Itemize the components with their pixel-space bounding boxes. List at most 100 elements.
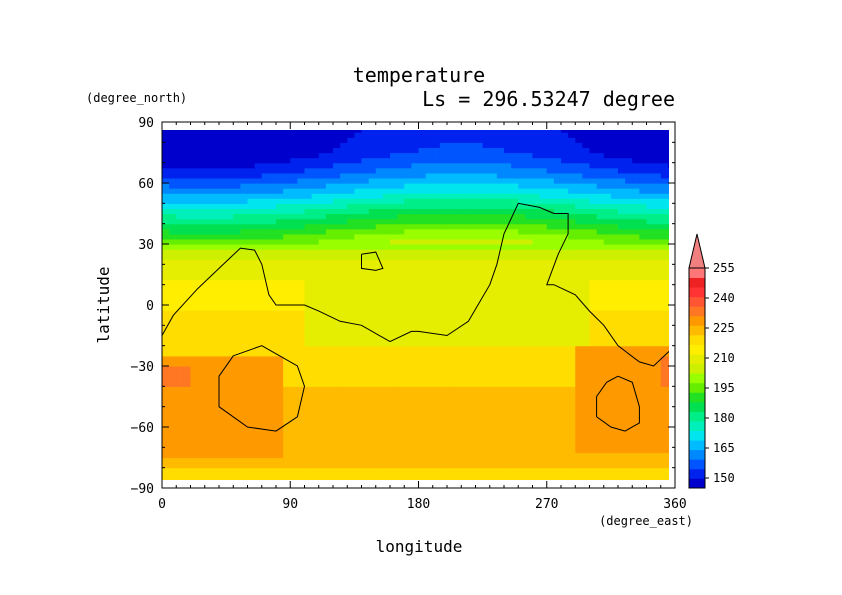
field-cell [618,279,626,286]
field-cell [468,305,477,311]
field-cell [589,274,598,281]
field-cell [276,330,284,337]
field-cell [532,218,541,225]
field-cell [504,452,512,459]
field-cell [525,462,534,469]
field-cell [382,391,391,398]
field-cell [311,340,320,347]
field-cell [568,244,576,250]
field-cell [418,305,427,311]
field-cell [304,152,313,159]
field-cell [518,198,526,204]
field-cell [261,315,270,321]
field-cell [568,345,576,352]
field-cell [311,130,320,133]
field-cell [240,279,249,286]
field-cell [418,401,427,408]
field-cell [532,203,541,210]
field-cell [603,340,612,347]
field-cell [183,376,192,382]
field-cell [404,315,412,321]
field-cell [589,183,598,189]
field-cell [568,198,576,204]
field-cell [525,406,534,413]
field-cell [482,391,491,398]
field-cell [532,177,541,184]
field-cell [532,335,541,342]
field-cell [447,386,455,393]
field-cell [596,228,605,235]
field-cell [518,416,526,423]
field-cell [561,427,569,433]
field-cell [454,223,462,230]
field-cell [211,340,220,347]
field-cell [454,177,462,184]
field-cell [304,330,313,337]
field-cell [603,137,612,143]
field-cell [368,350,377,357]
field-cell [240,386,249,393]
field-cell [646,386,655,393]
field-cell [233,381,241,387]
field-cell [204,381,213,387]
field-cell [254,411,263,418]
field-cell [283,340,291,347]
field-cell [568,142,576,149]
field-cell [325,305,334,311]
field-cell [660,320,669,326]
field-cell [639,467,648,474]
field-cell [653,188,662,194]
field-cell [204,183,213,189]
field-cell [561,406,569,413]
field-cell [169,310,177,316]
field-cell [375,249,384,255]
field-cell [254,223,263,230]
field-cell [447,284,455,291]
field-cell [276,218,284,225]
field-cell [411,472,420,479]
field-cell [354,284,363,291]
field-cell [290,147,298,154]
field-cell [333,137,341,143]
field-cell [582,198,591,204]
field-cell [454,137,462,143]
field-cell [226,264,234,271]
field-cell [610,432,619,438]
field-cell [432,218,441,225]
field-cell [568,132,576,138]
field-cell [454,213,462,220]
field-cell [390,218,398,225]
field-cell [511,411,519,418]
field-cell [639,254,648,260]
field-cell [511,467,519,474]
field-cell [561,142,569,149]
field-cell [261,366,270,372]
field-cell [276,289,284,296]
field-cell [304,228,313,235]
field-cell [553,289,562,296]
field-cell [660,457,669,464]
field-cell [211,355,220,362]
field-cell [325,193,334,199]
field-cell [169,391,177,398]
field-cell [589,228,598,235]
field-cell [240,366,249,372]
field-cell [211,457,220,464]
field-cell [646,325,655,332]
field-cell [390,325,398,332]
field-cell [333,274,341,281]
field-cell [546,233,555,240]
field-cell [447,447,455,454]
field-cell [204,330,213,337]
field-cell [325,228,334,235]
field-cell [610,177,619,184]
field-cell [625,289,633,296]
field-cell [190,213,199,220]
field-cell [318,274,327,281]
field-cell [211,366,220,372]
field-cell [276,294,284,301]
field-cell [311,254,320,260]
field-cell [618,371,626,377]
field-cell [340,228,348,235]
field-cell [197,264,206,271]
